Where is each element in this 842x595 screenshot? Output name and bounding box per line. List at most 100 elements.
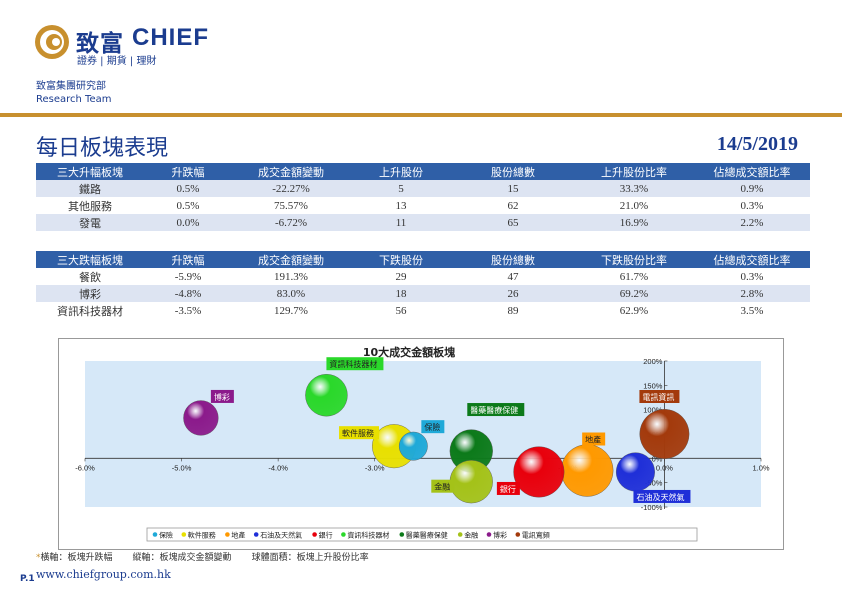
- legend-item-1: 軟件服務: [181, 531, 216, 540]
- legend-marker: [253, 532, 259, 537]
- table-cell: 29: [350, 268, 452, 285]
- column-header: 下跌股份比率: [574, 251, 694, 268]
- legend-label: 資訊科技器材: [347, 531, 389, 540]
- legend-label: 軟件服務: [188, 531, 216, 540]
- table-header-row: 三大跌幅板塊 升跌幅 成交金額變動 下跌股份 股份總數 下跌股份比率 佔總成交額…: [36, 251, 810, 268]
- table-row: 博彩 -4.8% 83.0% 18 26 69.2% 2.8%: [36, 285, 810, 302]
- legend-label: 電訊寬頻: [522, 531, 550, 540]
- table-header-row: 三大升幅板塊 升跌幅 成交金額變動 上升股份 股份總數 上升股份比率 佔總成交額…: [36, 163, 810, 180]
- bubble-8: [183, 400, 219, 436]
- footnote-bubble: 球體面積：板塊上升股份比率: [251, 553, 369, 563]
- logo-chinese: 致富: [76, 31, 124, 57]
- table-cell: 65: [452, 214, 574, 231]
- legend-marker: [312, 532, 317, 537]
- table-cell: 75.57%: [232, 197, 350, 214]
- table-cell: -4.8%: [144, 285, 232, 302]
- legend-marker: [152, 532, 158, 537]
- bubble-label-box: [639, 390, 680, 403]
- table-cell: 鐵路: [36, 180, 144, 197]
- table-cell: 0.0%: [144, 214, 232, 231]
- bubble-label-7: 金融: [431, 479, 455, 493]
- bubble-0: [398, 431, 428, 461]
- table-cell: 0.3%: [694, 268, 810, 285]
- table-cell: 15: [452, 180, 574, 197]
- x-tick-label: -6.0%: [75, 463, 95, 472]
- bubble-label-box: [210, 389, 234, 403]
- legend-label: 地產: [231, 531, 245, 540]
- legend-item-3: 石油及天然氣: [253, 531, 302, 540]
- website-link[interactable]: www.chiefgroup.com.hk: [36, 568, 171, 581]
- column-header: 升跌幅: [144, 163, 232, 180]
- report-date: 14/5/2019: [716, 133, 798, 155]
- legend-box: [146, 527, 698, 542]
- table-cell: -22.27%: [232, 180, 350, 197]
- bubble-chart: 10大成交金額板塊 -6.0%-5.0%-4.0%-3.0%-2.0%-1.0%…: [75, 345, 770, 542]
- legend-item-6: 醫藥醫療保健: [399, 531, 448, 540]
- column-header: 成交金額變動: [232, 251, 350, 268]
- table-cell: 2.2%: [694, 214, 810, 231]
- column-header: 三大升幅板塊: [36, 163, 144, 180]
- table-cell: 2.8%: [694, 285, 810, 302]
- y-tick-label: -50%: [645, 479, 663, 488]
- legend-marker: [515, 532, 521, 537]
- legend-label: 石油及天然氣: [260, 531, 302, 540]
- column-header: 佔總成交額比率: [694, 251, 810, 268]
- chart-title: 10大成交金額板塊: [363, 345, 455, 359]
- table-cell: 其他服務: [36, 197, 144, 214]
- column-header: 下跌股份: [350, 251, 452, 268]
- bubble-label-box: [582, 432, 606, 446]
- legend-marker: [486, 532, 492, 537]
- bubble-label-4: 銀行: [496, 481, 520, 495]
- legend-label: 銀行: [319, 531, 333, 540]
- table-row: 餐飲 -5.9% 191.3% 29 47 61.7% 0.3%: [36, 268, 810, 285]
- x-tick-label: -4.0%: [268, 463, 288, 472]
- column-header: 股份總數: [452, 251, 574, 268]
- bubble-label-text: 博彩: [214, 392, 230, 402]
- table-cell: 18: [350, 285, 452, 302]
- bubble-label-2: 地產: [582, 432, 606, 446]
- table-cell: 21.0%: [574, 197, 694, 214]
- bubble-label-box: [339, 426, 380, 440]
- table-cell: 16.9%: [574, 214, 694, 231]
- table-row: 其他服務 0.5% 75.57% 13 62 21.0% 0.3%: [36, 197, 810, 214]
- bubble-label-text: 軟件服務: [342, 428, 374, 438]
- table-row: 鐵路 0.5% -22.27% 5 15 33.3% 0.9%: [36, 180, 810, 197]
- top-losers-table: 三大跌幅板塊 升跌幅 成交金額變動 下跌股份 股份總數 下跌股份比率 佔總成交額…: [36, 251, 810, 319]
- legend-item-8: 博彩: [486, 531, 507, 540]
- legend-item-9: 電訊寬頻: [515, 531, 550, 540]
- legend-item-5: 資訊科技器材: [341, 531, 389, 540]
- legend-item-2: 地產: [225, 531, 245, 540]
- table-cell: 0.3%: [694, 197, 810, 214]
- logo-english: CHIEF: [132, 24, 209, 51]
- legend-label: 博彩: [493, 531, 507, 540]
- table-cell: 47: [452, 268, 574, 285]
- bubble-label-3: 石油及天然氣: [633, 489, 691, 503]
- table-cell: 0.9%: [694, 180, 810, 197]
- department-en: Research Team: [36, 94, 112, 105]
- legend-label: 醫藥醫療保健: [406, 531, 448, 540]
- bubble-label-text: 醫藥醫療保健: [470, 405, 518, 415]
- table-cell: 61.7%: [574, 268, 694, 285]
- bubble-label-6: 醫藥醫療保健: [467, 403, 525, 417]
- table-cell: 0.5%: [144, 197, 232, 214]
- table-cell: -6.72%: [232, 214, 350, 231]
- x-tick-label: 0.0%: [656, 463, 673, 472]
- header-divider: [0, 113, 842, 117]
- table-cell: 0.5%: [144, 180, 232, 197]
- footnote-y-axis: 縱軸：板塊成交金額變動: [132, 553, 232, 563]
- bubble-label-text: 電訊資訊: [642, 392, 674, 402]
- table-cell: 129.7%: [232, 302, 350, 319]
- legend-label: 金融: [464, 531, 478, 540]
- y-tick-label: -100%: [641, 503, 663, 512]
- table-cell: 33.3%: [574, 180, 694, 197]
- bubble-3: [615, 452, 655, 492]
- table-cell: 11: [350, 214, 452, 231]
- bubble-label-box: [326, 357, 384, 371]
- department: 致富集團研究部 Research Team: [36, 80, 111, 106]
- bubble-2: [560, 444, 614, 497]
- page-number: P.1: [20, 574, 35, 584]
- chart-footnote: *橫軸：板塊升跌幅 縱軸：板塊成交金額變動 球體面積：板塊上升股份比率: [36, 550, 369, 563]
- bubble-label-5: 資訊科技器材: [326, 357, 384, 371]
- bubble-label-box: [421, 420, 445, 434]
- bubble-4: [513, 446, 565, 498]
